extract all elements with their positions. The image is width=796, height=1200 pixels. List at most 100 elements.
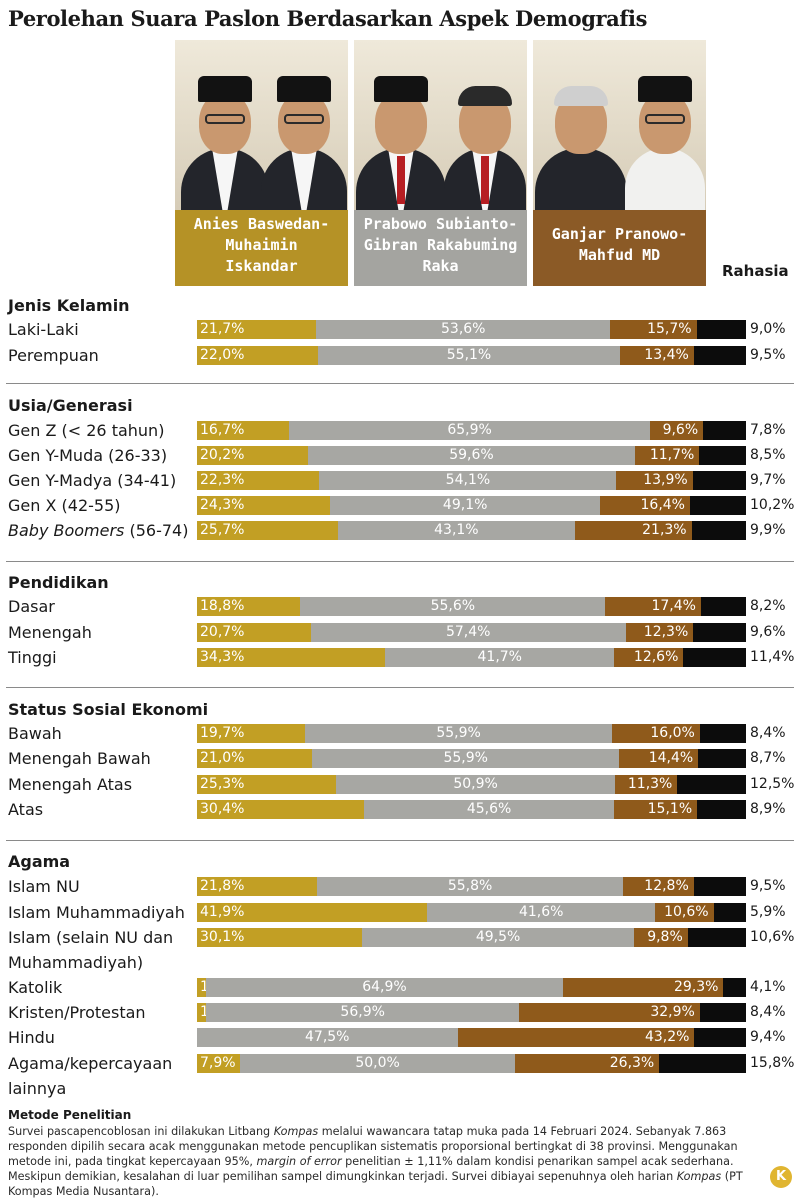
- data-label-prabowo: 54,1%: [445, 472, 491, 488]
- methodology-fragment: Survei pascapencoblosan ini dilakukan Li…: [8, 1125, 274, 1138]
- row-label-kristen-protestan: Kristen/Protestan: [8, 1003, 146, 1022]
- data-label-ganjar: 13,4%: [644, 347, 689, 363]
- data-label-ganjar: 9,8%: [647, 929, 683, 945]
- bar-segment-rahasia: [696, 320, 746, 339]
- data-label-anies: 25,7%: [200, 522, 245, 538]
- data-label-ganjar: 43,2%: [644, 1029, 690, 1045]
- bar-segment-ganjar: 26,3%: [514, 1054, 660, 1073]
- section-title-jenis-kelamin: Jenis Kelamin: [8, 296, 130, 315]
- data-label-rahasia: 4,1%: [750, 979, 786, 995]
- section-divider: [6, 840, 794, 841]
- bar-segment-rahasia: [693, 623, 746, 642]
- data-label-rahasia: 7,8%: [750, 422, 786, 438]
- data-label-anies: 18,8%: [200, 598, 245, 614]
- section-title-pendidikan: Pendidikan: [8, 573, 109, 592]
- bar-segment-ganjar: 12,6%: [614, 648, 684, 667]
- candidate-label-prabowo-gibran: Prabowo Subianto- Gibran Rakabuming Raka: [354, 210, 527, 286]
- data-label-anies: 21,8%: [200, 878, 245, 894]
- data-label-ganjar: 15,1%: [647, 801, 693, 817]
- bar-segment-ganjar: 13,4%: [620, 346, 694, 365]
- row-label-continued: Muhammadiyah): [8, 953, 144, 972]
- bar-segment-ganjar: 12,3%: [625, 623, 694, 642]
- bar-segment-ganjar: 12,8%: [623, 877, 694, 896]
- bar-kristen-protestan: 1,7% 56,9% 32,9%: [197, 1003, 746, 1022]
- bar-islam-selain-nu-dan-muhammadiyah: 30,1% 49,5% 9,8%: [197, 928, 746, 947]
- bar-perempuan: 22,0% 55,1% 13,4%: [197, 346, 746, 365]
- bar-segment-ganjar: 13,9%: [616, 471, 693, 490]
- bar-segment-prabowo: 65,9%: [288, 421, 651, 440]
- bar-segment-ganjar: 17,4%: [605, 597, 701, 616]
- methodology-text: Survei pascapencoblosan ini dilakukan Li…: [8, 1124, 760, 1199]
- bar-segment-anies: 25,3%: [197, 775, 336, 794]
- row-label-islam-selain-nu-dan-muhammadiyah: Islam (selain NU dan: [8, 928, 174, 947]
- candidate-label-ganjar-mahfud: Ganjar Pranowo- Mahfud MD: [533, 210, 706, 286]
- bar-segment-anies: 21,8%: [197, 877, 317, 896]
- bar-segment-rahasia: [687, 928, 746, 947]
- methodology-fragment: Kompas: [676, 1170, 722, 1183]
- data-label-ganjar: 16,4%: [640, 497, 685, 513]
- bar-gen-z-26-tahun: 16,7% 65,9% 9,6%: [197, 421, 746, 440]
- data-label-anies: 41,9%: [200, 904, 245, 920]
- row-label-menengah-atas: Menengah Atas: [8, 775, 133, 794]
- data-label-ganjar: 16,0%: [650, 725, 695, 741]
- bar-segment-prabowo: 43,1%: [338, 521, 575, 540]
- row-label-perempuan: Perempuan: [8, 346, 99, 365]
- data-label-anies: 30,1%: [200, 929, 245, 945]
- data-label-rahasia: 12,5%: [750, 776, 795, 792]
- section-divider: [6, 561, 794, 562]
- data-label-ganjar: 13,9%: [643, 472, 688, 488]
- methodology-fragment: penelitian ± 1,11% dalam kondisi penarik…: [8, 1155, 734, 1183]
- row-label-gen-x-42-55: Gen X (42-55): [8, 496, 121, 515]
- data-label-rahasia: 8,4%: [750, 1004, 786, 1020]
- bar-segment-prabowo: 55,9%: [305, 724, 613, 743]
- bar-segment-prabowo: 53,6%: [316, 320, 611, 339]
- data-label-anies: 21,7%: [200, 321, 245, 337]
- data-label-ganjar: 21,3%: [642, 522, 687, 538]
- data-label-anies: 7,9%: [200, 1055, 236, 1071]
- bar-segment-rahasia: [677, 775, 746, 794]
- data-label-ganjar: 11,3%: [627, 776, 673, 792]
- rahasia-header: Rahasia: [722, 262, 789, 280]
- data-label-rahasia: 9,5%: [750, 347, 786, 363]
- bar-segment-prabowo: 55,1%: [317, 346, 621, 365]
- row-label-menengah-bawah: Menengah Bawah: [8, 749, 151, 768]
- bar-atas: 30,4% 45,6% 15,1%: [197, 800, 746, 819]
- data-label-prabowo: 47,5%: [305, 1029, 350, 1045]
- methodology-fragment: Kompas: [273, 1125, 319, 1138]
- bar-menengah-atas: 25,3% 50,9% 11,3%: [197, 775, 746, 794]
- bar-segment-rahasia: [699, 446, 746, 465]
- bar-islam-muhammadiyah: 41,9% 41,6% 10,6%: [197, 903, 746, 922]
- row-label-baby-boomers: Baby Boomers (56-74): [8, 521, 189, 540]
- bar-segment-anies: 16,7%: [197, 421, 289, 440]
- data-label-ganjar: 12,6%: [633, 649, 679, 665]
- bar-segment-anies: 24,3%: [197, 496, 331, 515]
- data-label-anies: 30,4%: [200, 801, 245, 817]
- data-label-rahasia: 9,6%: [750, 624, 786, 640]
- data-label-rahasia: 9,0%: [750, 321, 786, 337]
- bar-segment-anies: 30,4%: [197, 800, 364, 819]
- data-label-anies: 34,3%: [200, 649, 245, 665]
- methodology-fragment: margin of error: [256, 1155, 342, 1168]
- data-label-prabowo: 59,6%: [449, 447, 494, 463]
- bar-segment-rahasia: [683, 648, 746, 667]
- bar-laki-laki: 21,7% 53,6% 15,7%: [197, 320, 746, 339]
- data-label-rahasia: 11,4%: [750, 649, 795, 665]
- bar-segment-prabowo: 59,6%: [307, 446, 636, 465]
- bar-segment-ganjar: 21,3%: [574, 521, 692, 540]
- data-label-ganjar: 12,3%: [643, 624, 689, 640]
- data-label-ganjar: 17,4%: [651, 598, 696, 614]
- data-label-prabowo: 57,4%: [445, 624, 491, 640]
- data-label-rahasia: 9,5%: [750, 878, 786, 894]
- data-label-anies: 22,0%: [200, 347, 245, 363]
- candidate-card-ganjar-mahfud: Ganjar Pranowo- Mahfud MD: [533, 40, 706, 286]
- bar-agama-kepercayaan-lainnya: 7,9% 50,0% 26,3%: [197, 1054, 746, 1073]
- row-label-continued: lainnya: [8, 1079, 67, 1098]
- data-label-anies: 24,3%: [200, 497, 245, 513]
- data-label-rahasia: 8,7%: [750, 750, 786, 766]
- kompas-logo-icon: K: [770, 1166, 792, 1188]
- bar-segment-ganjar: 43,2%: [457, 1028, 695, 1047]
- data-label-ganjar: 15,7%: [647, 321, 692, 337]
- bar-segment-rahasia: [698, 749, 746, 768]
- data-label-rahasia: 10,2%: [750, 497, 795, 513]
- methodology-fragment: melalui wawancara tatap muka pada 14 Feb…: [8, 1125, 738, 1168]
